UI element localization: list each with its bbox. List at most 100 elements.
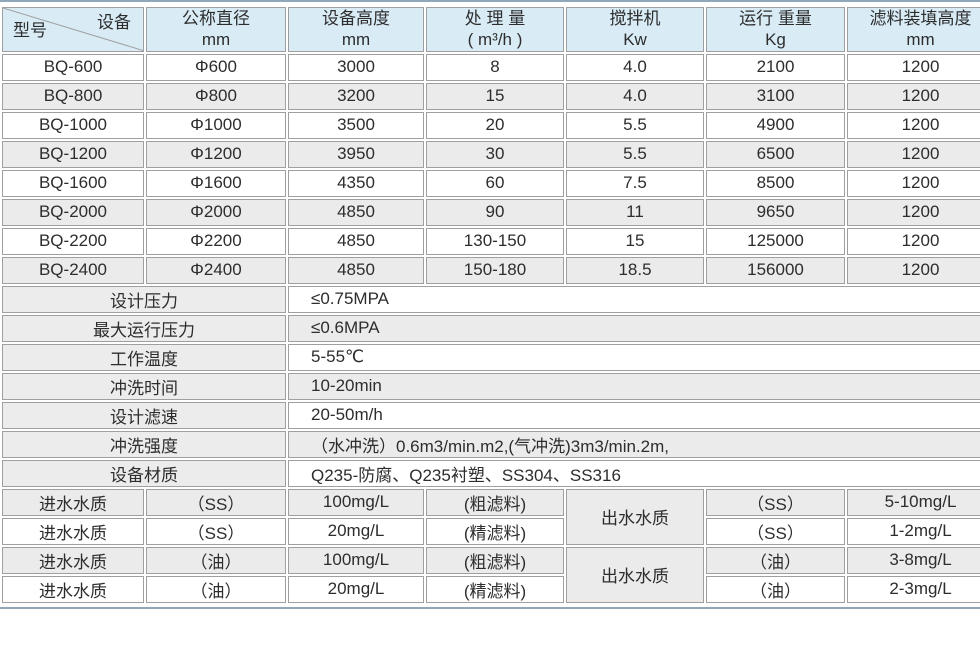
filter-media-cell: (粗滤料) <box>426 546 564 574</box>
inlet-param-cell: （油） <box>146 575 286 603</box>
model-cell: 2100 <box>706 53 845 81</box>
model-cell: 1200 <box>847 53 980 81</box>
inlet-param-cell: （油） <box>146 546 286 574</box>
model-cell: 4850 <box>288 256 424 284</box>
model-cell: Φ2200 <box>146 227 286 255</box>
diagonal-line <box>3 8 143 51</box>
outlet-value-cell: 3-8mg/L <box>847 546 980 574</box>
model-row: BQ-1200 Φ1200 3950 30 5.5 6500 1200 <box>2 140 980 168</box>
header-col-diameter: 公称直径 mm <box>146 7 286 52</box>
spec-row: 冲洗强度 （水冲洗）0.6m3/min.m2,(气冲洗)3m3/min.2m, <box>2 430 980 458</box>
model-cell: 90 <box>426 198 564 226</box>
bottom-accent-line <box>0 606 980 609</box>
inlet-label-cell: 进水水质 <box>2 517 144 545</box>
top-accent-line <box>0 0 980 2</box>
header-col-unit: Kw <box>623 30 647 50</box>
corner-model-label: 型号 <box>13 21 47 41</box>
model-cell: 60 <box>426 169 564 197</box>
header-col-height: 设备高度 mm <box>288 7 424 52</box>
spec-value-cell: ≤0.75MPA <box>288 285 980 313</box>
model-cell: 3500 <box>288 111 424 139</box>
inlet-label-cell: 进水水质 <box>2 546 144 574</box>
water-row: 进水水质 （油） 100mg/L (粗滤料) 出水水质 （油） 3-8mg/L <box>2 546 980 603</box>
spec-row: 设计滤速 20-50m/h <box>2 401 980 429</box>
header-col-label: 滤料装填高度 <box>869 9 972 28</box>
model-cell: BQ-2400 <box>2 256 144 284</box>
model-cell: 8500 <box>706 169 845 197</box>
spec-value-cell: 10-20min <box>288 372 980 400</box>
outlet-value-cell: 2-3mg/L <box>847 575 980 603</box>
model-cell: Φ1200 <box>146 140 286 168</box>
model-cell: 18.5 <box>566 256 704 284</box>
model-cell: Φ1000 <box>146 111 286 139</box>
inlet-param-cell: （SS） <box>146 488 286 516</box>
outlet-param-cell: （油） <box>706 575 845 603</box>
model-cell: 3200 <box>288 82 424 110</box>
outlet-value-cell: 5-10mg/L <box>847 488 980 516</box>
model-cell: Φ800 <box>146 82 286 110</box>
header-col-mixer: 搅拌机 Kw <box>566 7 704 52</box>
spec-value-cell: Q235-防腐、Q235衬塑、SS304、SS316 <box>288 459 980 487</box>
model-cell: 11 <box>566 198 704 226</box>
outlet-value-cell: 1-2mg/L <box>847 517 980 545</box>
header-corner-cell: 设备 型号 <box>2 7 144 52</box>
header-col-unit: mm <box>201 30 231 50</box>
spec-label-cell: 设备材质 <box>2 459 286 487</box>
model-cell: Φ1600 <box>146 169 286 197</box>
corner-device-label: 设备 <box>97 13 131 32</box>
model-cell: Φ2400 <box>146 256 286 284</box>
model-cell: 20 <box>426 111 564 139</box>
model-cell: 1200 <box>847 169 980 197</box>
model-cell: 4350 <box>288 169 424 197</box>
model-cell: 4900 <box>706 111 845 139</box>
header-col-filter-height: 滤料装填高度 mm <box>847 7 980 52</box>
header-col-label: 运行 重量 <box>739 9 812 28</box>
model-cell: BQ-2000 <box>2 198 144 226</box>
model-row: BQ-1600 Φ1600 4350 60 7.5 8500 1200 <box>2 169 980 197</box>
outlet-label-cell: 出水水质 <box>566 546 704 603</box>
header-col-unit: Kg <box>765 30 786 50</box>
model-cell: 5.5 <box>566 111 704 139</box>
header-col-unit: mm <box>341 30 371 50</box>
outlet-param-cell: （油） <box>706 546 845 574</box>
model-cell: 156000 <box>706 256 845 284</box>
model-cell: 3100 <box>706 82 845 110</box>
filter-media-cell: (粗滤料) <box>426 488 564 516</box>
model-cell: 1200 <box>847 82 980 110</box>
model-cell: Φ2000 <box>146 198 286 226</box>
model-row: BQ-2400 Φ2400 4850 150-180 18.5 156000 1… <box>2 256 980 284</box>
spec-value-cell: ≤0.6MPA <box>288 314 980 342</box>
water-row: 进水水质 （SS） 100mg/L (粗滤料) 出水水质 （SS） 5-10mg… <box>2 488 980 545</box>
model-cell: 150-180 <box>426 256 564 284</box>
header-col-capacity: 处 理 量 ( m³/h ) <box>426 7 564 52</box>
model-cell: BQ-800 <box>2 82 144 110</box>
header-col-label: 搅拌机 <box>609 9 661 28</box>
filter-media-cell: (精滤料) <box>426 575 564 603</box>
model-cell: 4.0 <box>566 82 704 110</box>
model-row: BQ-800 Φ800 3200 15 4.0 3100 1200 <box>2 82 980 110</box>
spec-row: 设备材质 Q235-防腐、Q235衬塑、SS304、SS316 <box>2 459 980 487</box>
model-cell: 125000 <box>706 227 845 255</box>
model-cell: 15 <box>426 82 564 110</box>
inlet-value-cell: 100mg/L <box>288 546 424 574</box>
model-cell: BQ-600 <box>2 53 144 81</box>
model-cell: BQ-2200 <box>2 227 144 255</box>
outlet-param-cell: （SS） <box>706 517 845 545</box>
inlet-param-cell: （SS） <box>146 517 286 545</box>
outlet-label-cell: 出水水质 <box>566 488 704 545</box>
model-cell: 6500 <box>706 140 845 168</box>
model-cell: 130-150 <box>426 227 564 255</box>
model-cell: Φ600 <box>146 53 286 81</box>
inlet-value-cell: 100mg/L <box>288 488 424 516</box>
model-cell: BQ-1600 <box>2 169 144 197</box>
model-row: BQ-2000 Φ2000 4850 90 11 9650 1200 <box>2 198 980 226</box>
spec-label-cell: 冲洗时间 <box>2 372 286 400</box>
spec-value-cell: 5-55℃ <box>288 343 980 371</box>
model-cell: 4850 <box>288 227 424 255</box>
spec-row: 设计压力 ≤0.75MPA <box>2 285 980 313</box>
model-cell: 3000 <box>288 53 424 81</box>
model-cell: 1200 <box>847 140 980 168</box>
model-cell: BQ-1000 <box>2 111 144 139</box>
water-row: 进水水质 （SS） 20mg/L (精滤料) （SS） 1-2mg/L <box>2 517 980 545</box>
spec-table: 设备 型号 公称直径 mm 设备高度 mm 处 理 量 ( m³/h ) 搅拌机… <box>0 5 980 605</box>
